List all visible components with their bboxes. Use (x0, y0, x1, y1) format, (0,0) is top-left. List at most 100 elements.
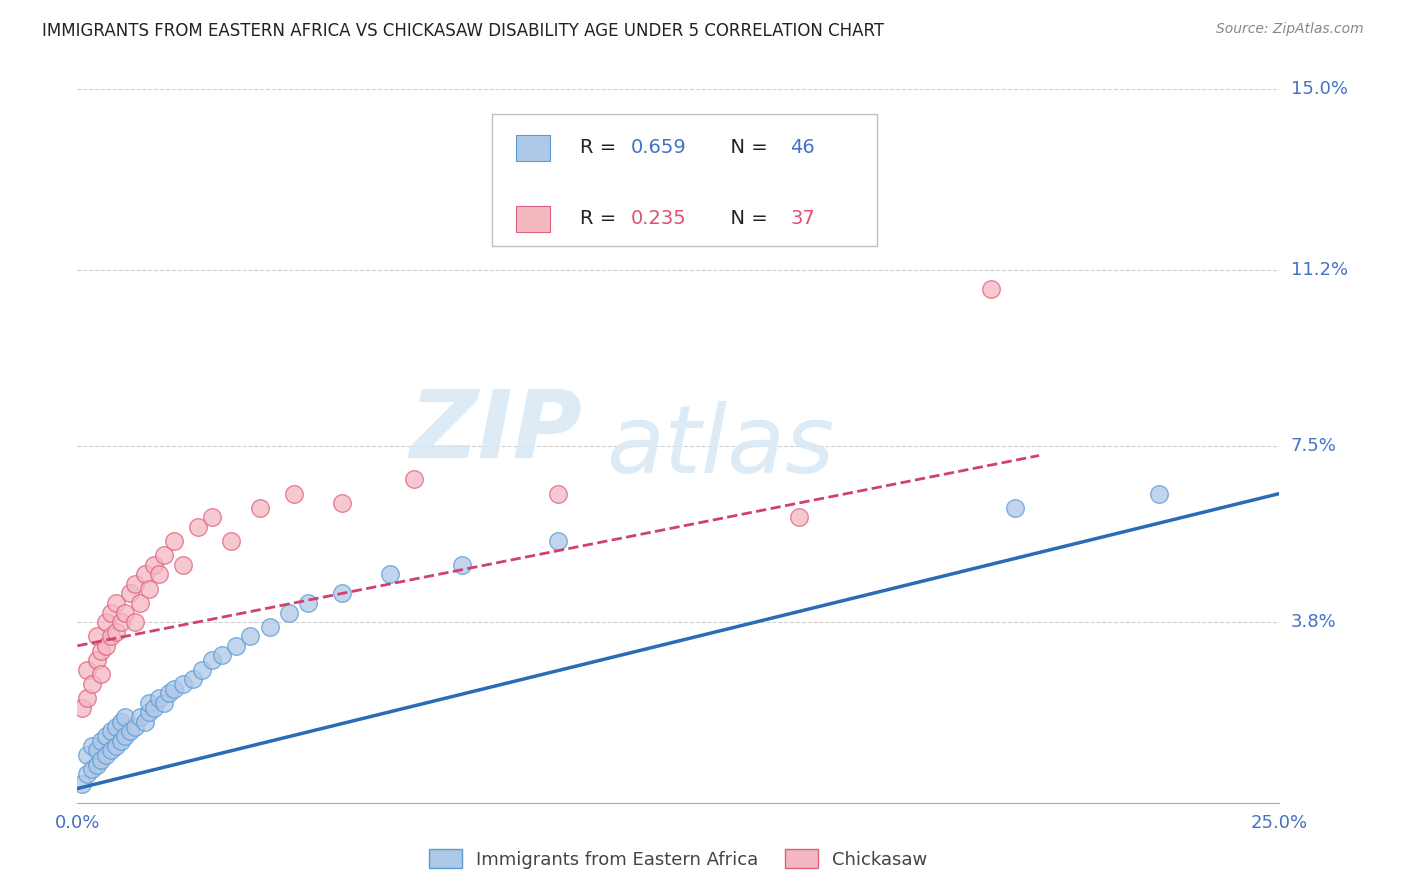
Point (90, 734, 112, 748)
Point (124, 577, 146, 591)
Point (114, 710, 136, 724)
Text: 15.0%: 15.0% (1291, 80, 1348, 98)
Point (259, 620, 281, 634)
Point (86, 629, 108, 643)
Point (86, 757, 108, 772)
Text: R =: R = (579, 210, 623, 228)
Point (138, 706, 160, 720)
Text: 0.235: 0.235 (630, 210, 686, 228)
Text: R =: R = (579, 138, 623, 157)
Point (80, 739, 103, 753)
Point (153, 549, 176, 563)
FancyBboxPatch shape (516, 206, 550, 232)
Point (134, 567, 156, 582)
Point (76, 748, 98, 763)
Text: 7.5%: 7.5% (1291, 437, 1337, 455)
Point (172, 558, 194, 572)
Point (114, 606, 136, 620)
Point (96, 639, 118, 653)
Text: N =: N = (718, 138, 775, 157)
Point (128, 596, 150, 610)
Point (283, 486, 305, 500)
Point (181, 672, 204, 686)
Point (148, 691, 170, 706)
Y-axis label: Disability Age Under 5: Disability Age Under 5 (0, 353, 8, 539)
Point (120, 724, 142, 739)
Point (96, 748, 118, 763)
Text: 3.8%: 3.8% (1291, 613, 1337, 631)
Point (110, 734, 132, 748)
Point (201, 510, 224, 524)
FancyBboxPatch shape (516, 135, 550, 161)
Point (219, 534, 242, 549)
Point (80, 677, 103, 691)
Point (186, 520, 209, 534)
Text: IMMIGRANTS FROM EASTERN AFRICA VS CHICKASAW DISABILITY AGE UNDER 5 CORRELATION C: IMMIGRANTS FROM EASTERN AFRICA VS CHICKA… (42, 22, 884, 40)
Text: Source: ZipAtlas.com: Source: ZipAtlas.com (1216, 22, 1364, 37)
Point (134, 714, 156, 729)
Point (162, 534, 184, 549)
Point (239, 629, 262, 643)
Point (1149, 486, 1171, 500)
Text: 0.659: 0.659 (630, 138, 686, 157)
Point (104, 739, 127, 753)
Point (124, 720, 146, 734)
Point (157, 686, 180, 700)
Text: 11.2%: 11.2% (1291, 261, 1348, 279)
Point (110, 714, 132, 729)
Point (124, 615, 146, 629)
Point (201, 653, 224, 667)
Point (330, 496, 353, 510)
Point (76, 663, 98, 677)
Point (297, 596, 319, 610)
Point (110, 615, 132, 629)
Point (90, 643, 112, 657)
Point (80, 763, 103, 777)
Point (451, 558, 474, 572)
Point (104, 596, 127, 610)
Point (70, 777, 93, 791)
Point (547, 534, 569, 549)
Point (172, 677, 194, 691)
Point (1004, 500, 1026, 515)
Point (96, 615, 118, 629)
Point (153, 696, 176, 710)
Point (128, 710, 150, 724)
Point (90, 667, 112, 681)
Text: 37: 37 (790, 210, 815, 228)
Point (104, 720, 127, 734)
Point (980, 282, 1002, 296)
Point (138, 582, 160, 596)
Text: ZIP: ZIP (409, 385, 582, 478)
Point (120, 586, 142, 600)
Point (330, 586, 353, 600)
Text: 46: 46 (790, 138, 815, 157)
Point (76, 691, 98, 706)
Text: atlas: atlas (606, 401, 835, 491)
Point (787, 510, 810, 524)
Point (86, 743, 108, 757)
Point (114, 729, 136, 743)
Point (100, 743, 122, 757)
Point (143, 558, 166, 572)
Point (100, 724, 122, 739)
Point (90, 753, 112, 767)
Point (277, 606, 299, 620)
Point (100, 606, 122, 620)
Point (249, 500, 271, 515)
Point (104, 624, 127, 639)
Point (547, 486, 569, 500)
Point (402, 472, 425, 486)
Point (70, 700, 93, 714)
Point (76, 767, 98, 781)
Point (138, 696, 160, 710)
Text: N =: N = (718, 210, 775, 228)
Point (378, 567, 401, 582)
Point (100, 629, 122, 643)
Point (162, 681, 184, 696)
Point (86, 653, 108, 667)
Point (96, 729, 118, 743)
Point (225, 639, 247, 653)
Point (143, 700, 166, 714)
Legend: Immigrants from Eastern Africa, Chickasaw: Immigrants from Eastern Africa, Chickasa… (422, 842, 935, 876)
